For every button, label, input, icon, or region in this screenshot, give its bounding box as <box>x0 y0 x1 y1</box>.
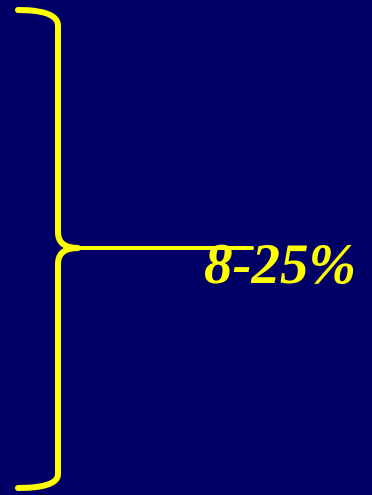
right-curly-brace-icon <box>15 7 81 491</box>
percentage-label: 8-25% <box>204 233 356 296</box>
